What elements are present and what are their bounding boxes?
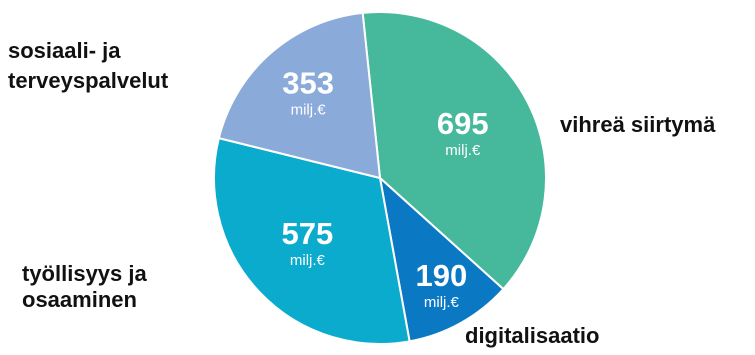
category-labels: vihreä siirtymä digitalisaatio työllisyys …: [8, 38, 716, 348]
category-label-line: vihreä siirtymä: [560, 112, 716, 137]
slice-unit-tyollisyys-ja-osaaminen: milj.€: [290, 252, 326, 269]
category-label-line: sosiaali- ja: [8, 38, 121, 63]
pie-slice-sosiaali-ja-terveyspalvelut: [217, 11, 381, 179]
slice-unit-sosiaali-ja-terveyspalvelut: milj.€: [291, 101, 327, 118]
slice-value-tyollisyys-ja-osaaminen: 575: [282, 216, 334, 251]
category-label-line: osaaminen: [22, 287, 137, 312]
category-label-line: työllisyys ja: [22, 261, 148, 286]
category-label-line: digitalisaatio: [465, 323, 599, 348]
category-label-vihrea-siirtyma: vihreä siirtymä: [560, 112, 716, 137]
pie-slices: [213, 11, 547, 345]
category-label-line: terveyspalvelut: [8, 68, 169, 93]
slice-value-sosiaali-ja-terveyspalvelut: 353: [282, 65, 334, 100]
category-label-tyollisyys-ja-osaaminen: työllisyys ja osaaminen: [22, 261, 148, 312]
slice-unit-digitalisaatio: milj.€: [424, 294, 460, 311]
slice-value-vihrea-siirtyma: 695: [437, 106, 489, 141]
slice-unit-vihrea-siirtyma: milj.€: [445, 142, 481, 159]
pie-slice-digitalisaatio: [379, 177, 505, 343]
slice-value-digitalisaatio: 190: [416, 258, 468, 293]
pie-slice-tyollisyys-ja-osaaminen: [213, 137, 411, 345]
category-label-digitalisaatio: digitalisaatio: [465, 323, 599, 348]
category-label-sosiaali-ja-terveyspalvelut: sosiaali- ja terveyspalvelut: [8, 38, 169, 93]
pie-slice-vihrea-siirtyma: [361, 11, 547, 291]
